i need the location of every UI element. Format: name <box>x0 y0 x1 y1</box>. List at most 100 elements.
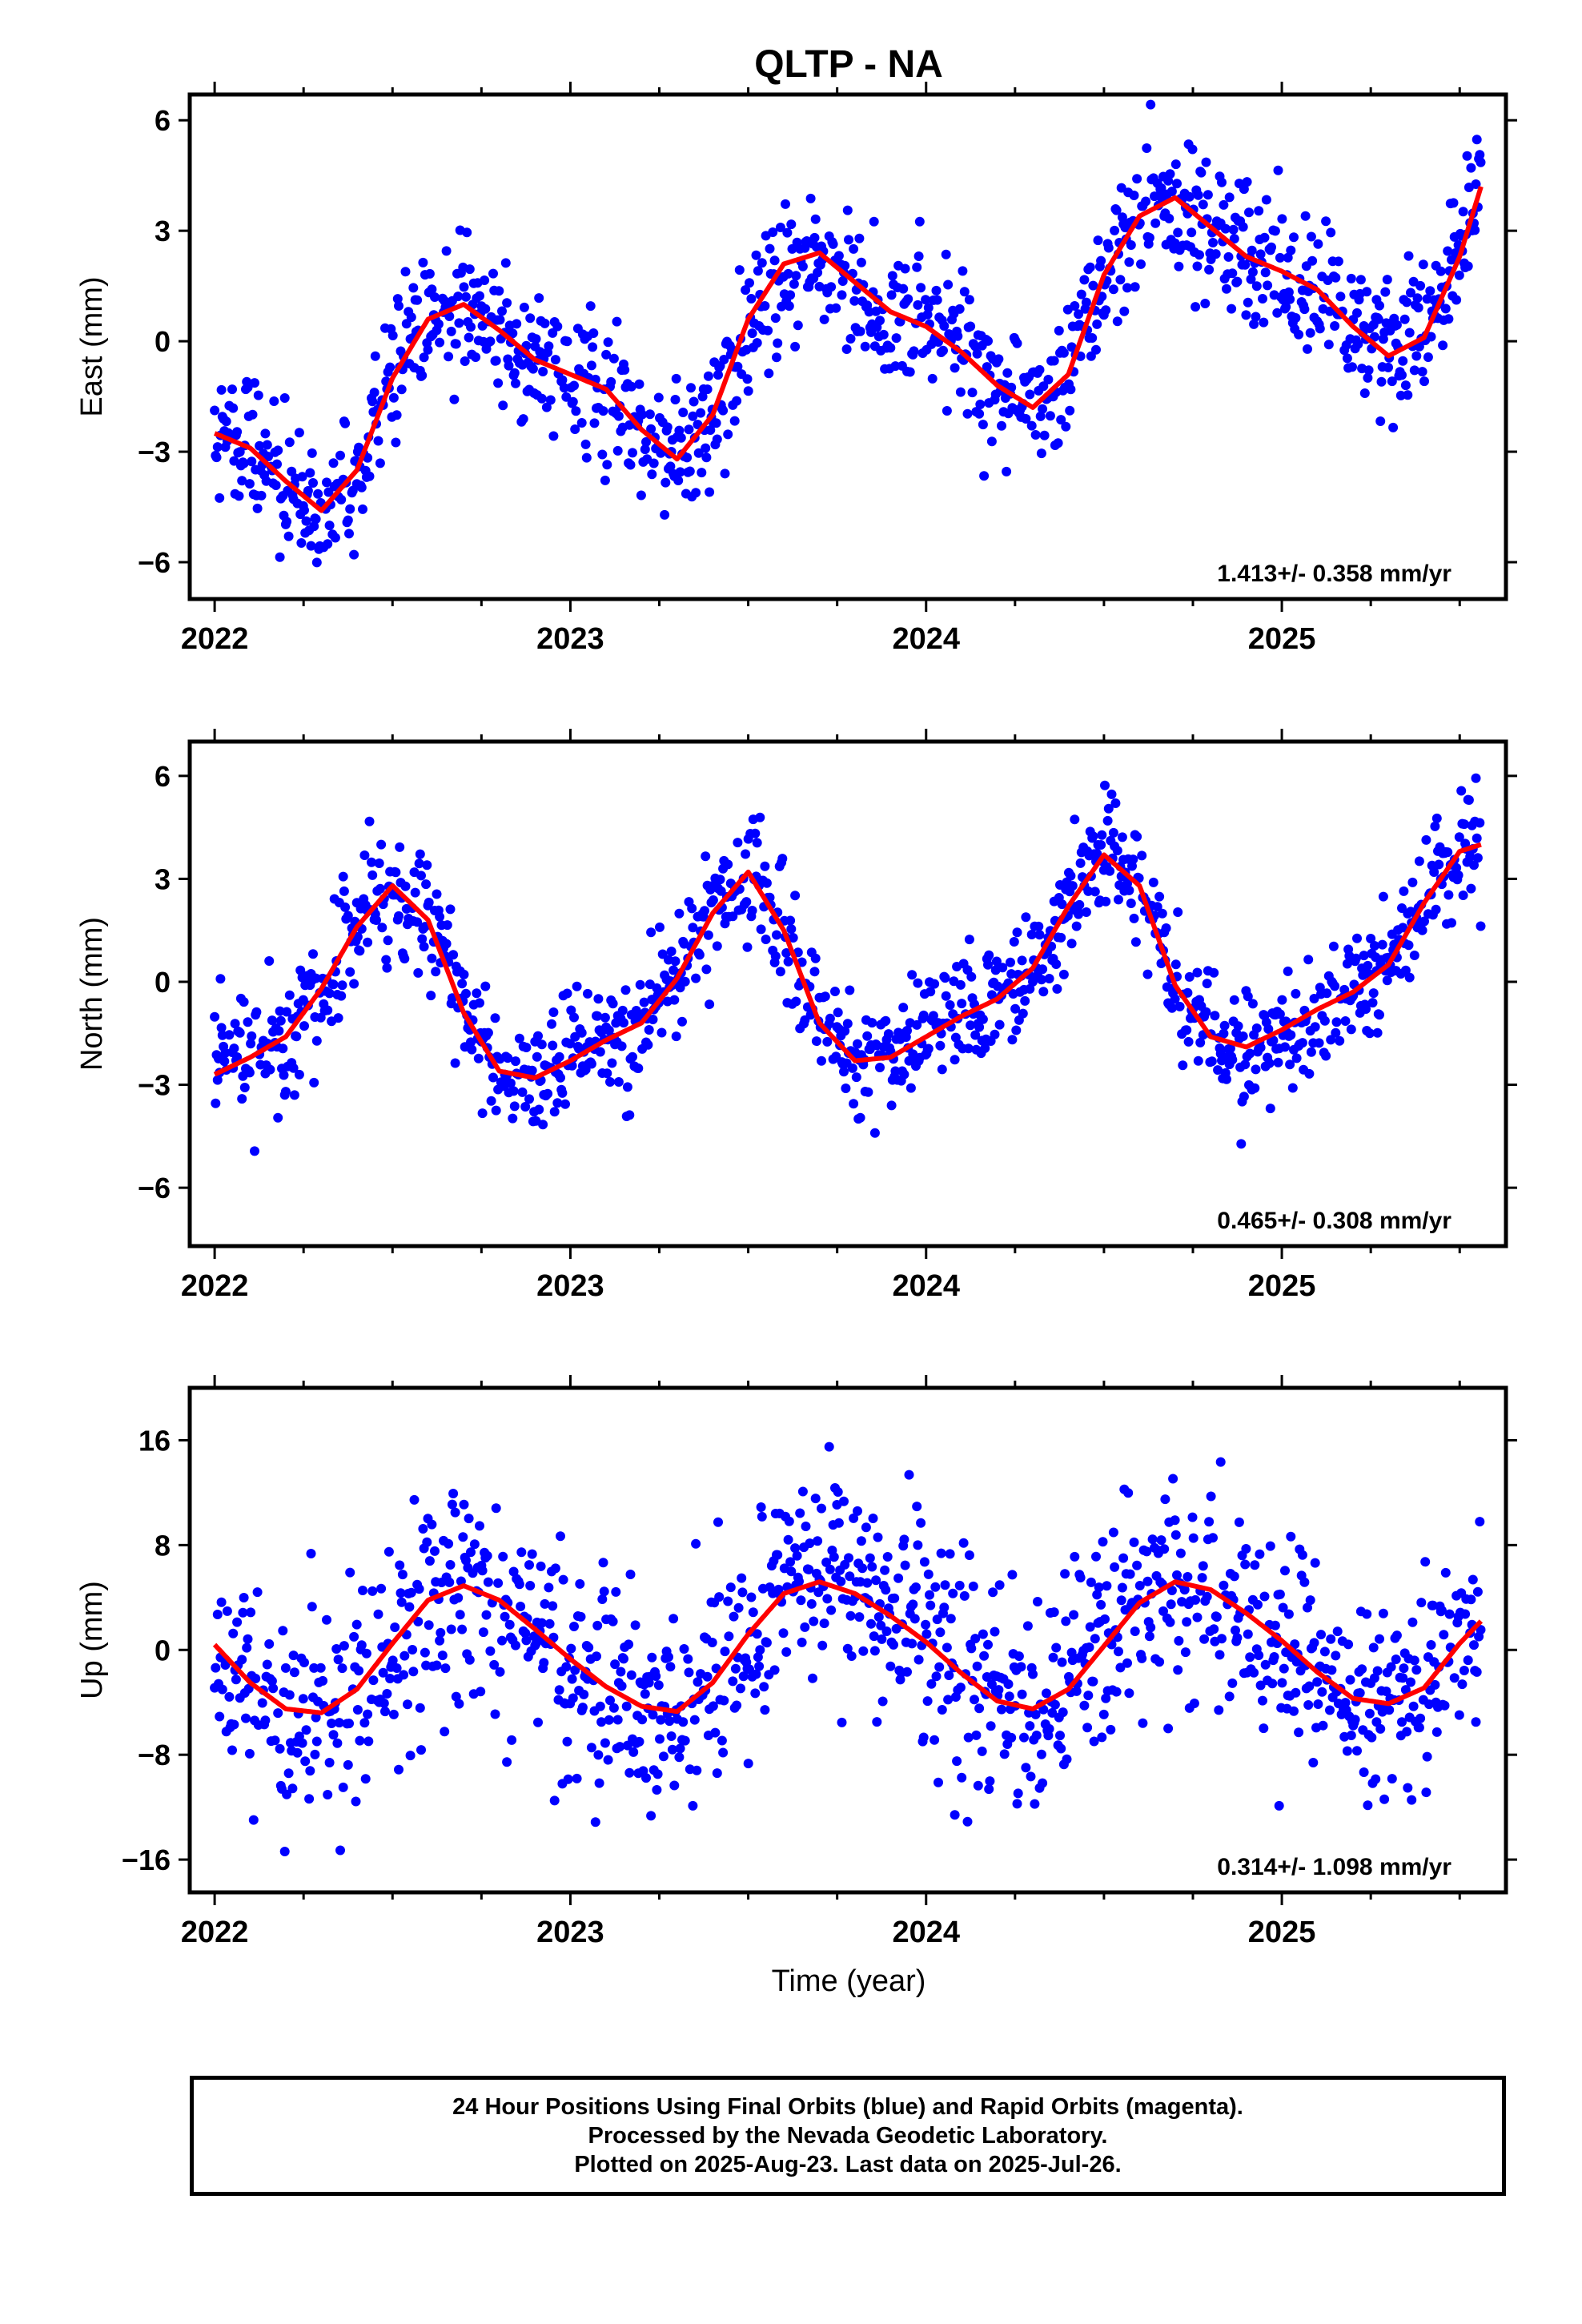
north-data-point <box>656 1027 667 1038</box>
east-data-point <box>983 336 993 346</box>
up-data-point <box>257 1698 267 1708</box>
north-data-point <box>928 1011 938 1021</box>
north-data-point <box>990 1029 1000 1039</box>
north-data-point <box>604 1025 614 1035</box>
east-data-point <box>1217 177 1227 187</box>
up-data-point <box>1158 1606 1168 1616</box>
up-data-point <box>1055 1731 1065 1741</box>
east-data-point <box>640 444 650 455</box>
up-data-point <box>1279 1663 1289 1674</box>
north-data-point <box>1399 886 1409 896</box>
up-data-point <box>736 1683 745 1694</box>
up-data-point <box>414 1584 424 1594</box>
east-data-point <box>746 294 757 304</box>
up-data-point <box>795 1508 805 1518</box>
north-data-point <box>694 950 705 960</box>
east-data-point <box>324 521 335 531</box>
east-rate-label: 1.413+/- 0.358 mm/yr <box>1217 561 1452 587</box>
east-data-point <box>962 408 973 419</box>
east-data-point <box>1002 466 1012 476</box>
east-data-point <box>1466 163 1476 173</box>
east-data-point <box>588 342 598 352</box>
up-data-point <box>548 1601 558 1611</box>
east-data-point <box>773 338 783 348</box>
north-data-point <box>1209 967 1219 978</box>
up-data-point <box>246 1607 256 1618</box>
east-data-point <box>887 271 897 281</box>
east-data-point <box>423 344 433 355</box>
up-data-point <box>955 1683 966 1693</box>
east-data-point <box>790 341 801 352</box>
north-data-point <box>742 942 753 952</box>
east-data-point <box>1110 225 1120 235</box>
up-data-point <box>845 1610 856 1621</box>
footer-line-3: Plotted on 2025-Aug-23. Last data on 202… <box>574 2152 1122 2177</box>
north-data-point <box>669 965 679 975</box>
up-data-point <box>268 1683 279 1694</box>
east-data-point <box>625 460 636 470</box>
east-data-point <box>1142 143 1152 153</box>
north-data-point <box>1007 1035 1018 1045</box>
up-data-point <box>1159 1544 1170 1554</box>
east-data-point <box>237 476 247 486</box>
up-data-point <box>284 1690 295 1700</box>
east-data-point <box>307 448 317 458</box>
north-data-point <box>1192 967 1203 978</box>
up-data-point <box>869 1646 880 1656</box>
up-data-point <box>215 1711 225 1722</box>
east-data-point <box>1196 167 1207 178</box>
east-data-point <box>311 557 322 568</box>
east-data-point <box>559 383 569 393</box>
north-data-point <box>1351 953 1361 963</box>
up-data-point <box>354 1666 364 1676</box>
up-data-point <box>913 1540 923 1550</box>
up-data-point <box>359 1718 370 1728</box>
east-data-point <box>685 466 695 476</box>
north-data-point <box>1010 1003 1021 1014</box>
up-data-point <box>952 1756 962 1767</box>
north-data-point <box>421 879 432 890</box>
east-data-point <box>1263 280 1273 291</box>
north-data-point <box>1182 987 1193 998</box>
north-data-point <box>309 1077 319 1088</box>
east-data-point <box>763 325 773 336</box>
east-data-point <box>787 243 797 254</box>
north-data-point <box>1268 1035 1279 1046</box>
north-data-point <box>777 854 788 864</box>
north-data-point <box>1419 916 1429 927</box>
north-data-point <box>435 911 445 922</box>
north-data-point <box>1364 1028 1375 1039</box>
east-data-point <box>753 266 763 276</box>
up-data-point <box>926 1600 936 1610</box>
up-data-point <box>592 1651 601 1662</box>
up-data-point <box>1362 1609 1372 1619</box>
east-data-point <box>959 287 970 297</box>
north-data-point <box>1306 1047 1316 1057</box>
up-data-point <box>1111 1687 1122 1697</box>
north-data-point <box>1309 994 1319 1003</box>
east-data-point <box>344 529 354 539</box>
up-data-point <box>343 1759 353 1770</box>
up-data-point <box>527 1549 537 1559</box>
north-data-point <box>980 1043 990 1053</box>
up-data-point <box>469 1539 480 1550</box>
up-data-point <box>1116 1595 1126 1606</box>
up-data-point <box>1202 1591 1212 1602</box>
north-data-point <box>294 1069 304 1080</box>
up-data-point <box>373 1609 383 1619</box>
up-data-point <box>1471 1717 1481 1727</box>
east-data-point <box>364 471 375 481</box>
east-data-point <box>462 227 472 238</box>
up-data-point <box>597 1594 608 1604</box>
east-data-point <box>1261 195 1271 205</box>
east-data-point <box>1397 370 1407 380</box>
up-data-point <box>999 1749 1010 1759</box>
east-data-point <box>1369 332 1379 342</box>
north-data-point <box>986 990 997 1000</box>
east-data-point <box>548 328 558 338</box>
up-data-point <box>318 1675 328 1686</box>
east-data-point <box>1208 238 1218 247</box>
up-data-point <box>619 1654 628 1664</box>
north-data-point <box>1101 896 1111 907</box>
north-data-point <box>811 1036 821 1047</box>
